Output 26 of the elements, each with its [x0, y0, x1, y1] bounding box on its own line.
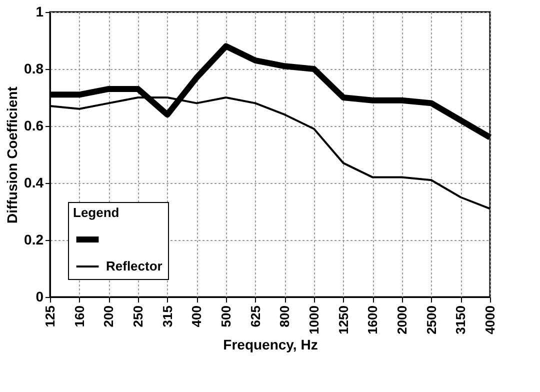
y-tick-label: 0.4: [24, 174, 44, 190]
x-tick-label: 3150: [453, 306, 468, 334]
x-tick-label: 1000: [306, 306, 322, 334]
x-tick-label: 4000: [482, 306, 498, 334]
y-axis-title: Diffusion Coefficient: [4, 86, 20, 224]
x-tick-label: 200: [101, 306, 116, 328]
x-tick-label: 500: [218, 306, 234, 328]
x-tick-label: 250: [130, 306, 146, 328]
legend-title: Legend: [73, 205, 120, 220]
y-tick-label: 0.2: [24, 232, 44, 248]
y-tick-label: 0.6: [24, 118, 44, 134]
x-tick-label: 800: [277, 306, 292, 328]
x-axis-title: Frequency, Hz: [223, 336, 318, 352]
x-tick-label: 625: [248, 306, 263, 328]
x-tick-label: 160: [72, 306, 87, 328]
x-tick-label: 1250: [336, 306, 351, 334]
x-tick-label: 1600: [365, 306, 380, 334]
x-tick-label: 400: [189, 306, 204, 328]
y-tick-label: 0.8: [24, 60, 44, 76]
x-tick-label: 2000: [394, 306, 410, 334]
y-tick-label: 1: [36, 4, 44, 20]
y-tick-label: 0: [36, 288, 44, 304]
x-tick-label: 2500: [424, 306, 439, 334]
x-tick-label: 315: [160, 306, 175, 328]
x-tick-label: 125: [42, 306, 58, 328]
legend-label: Reflector: [106, 258, 162, 274]
